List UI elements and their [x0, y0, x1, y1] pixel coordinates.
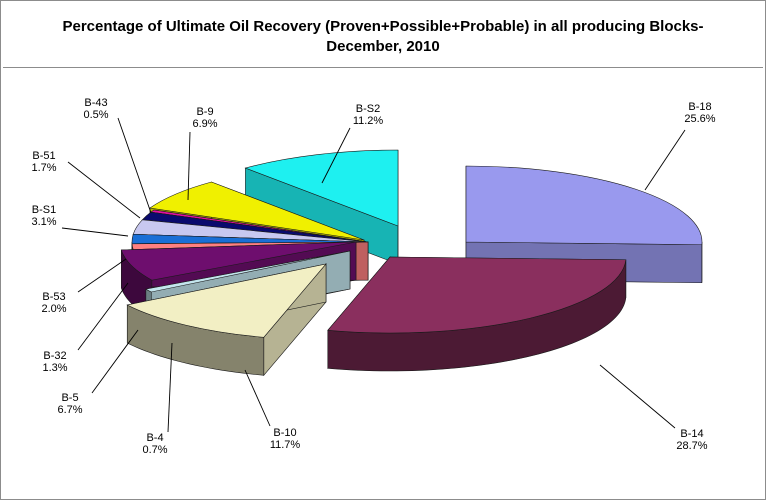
leader-line-b-32 [77, 282, 129, 351]
pie-slice-b-14 [327, 256, 627, 372]
chart-title-line1: Percentage of Ultimate Oil Recovery (Pro… [62, 18, 704, 35]
slice-label-name-b-18: B-18 [688, 101, 711, 113]
leader-line-b-s1 [61, 227, 129, 237]
chart-title-box: Percentage of Ultimate Oil Recovery (Pro… [3, 3, 763, 68]
slice-label-name-b-43: B-43 [84, 97, 107, 109]
slice-label-name-b-s1: B-S1 [32, 204, 56, 216]
chart-title-line2: December, 2010 [326, 38, 440, 55]
slice-label-value-b-4: 0.7% [142, 444, 167, 456]
leader-line-b-s2 [321, 127, 351, 184]
slice-label-name-b-s2: B-S2 [356, 103, 380, 115]
leader-line-b-14 [599, 364, 676, 429]
slice-label-value-b-43: 0.5% [83, 109, 108, 121]
leader-line-b-4 [167, 342, 173, 433]
slice-label-name-b-51: B-51 [32, 150, 55, 162]
slice-label-value-b-53: 2.0% [41, 303, 66, 315]
slice-label-name-b-5: B-5 [61, 392, 78, 404]
pie-slice-b-10 [126, 263, 327, 377]
slice-label-value-b-10: 11.7% [270, 439, 301, 451]
slice-label-name-b-32: B-32 [43, 350, 66, 362]
slice-label-name-b-53: B-53 [42, 291, 65, 303]
slice-label-value-b-s2: 11.2% [353, 115, 384, 127]
leader-line-b-10 [244, 369, 271, 427]
leader-line-b-5 [91, 329, 139, 394]
slice-label-name-b-9: B-9 [196, 106, 213, 118]
slice-label-name-b-4: B-4 [146, 432, 163, 444]
leader-line-b-51 [67, 161, 141, 219]
leader-line-b-43 [117, 117, 152, 214]
slice-label-value-b-32: 1.3% [42, 362, 67, 374]
slice-label-value-b-5: 6.7% [57, 404, 82, 416]
slice-label-value-b-14: 28.7% [676, 440, 707, 452]
slice-label-value-b-9: 6.9% [192, 118, 217, 130]
slice-label-name-b-14: B-14 [680, 428, 703, 440]
leader-line-b-18 [644, 129, 686, 191]
leader-line-b-53 [77, 258, 127, 293]
leader-line-b-9 [187, 131, 191, 201]
slice-label-value-b-18: 25.6% [684, 113, 715, 125]
chart-title: Percentage of Ultimate Oil Recovery (Pro… [3, 17, 763, 57]
slice-label-name-b-10: B-10 [273, 427, 296, 439]
slice-label-value-b-51: 1.7% [31, 162, 56, 174]
slice-label-value-b-s1: 3.1% [31, 216, 56, 228]
